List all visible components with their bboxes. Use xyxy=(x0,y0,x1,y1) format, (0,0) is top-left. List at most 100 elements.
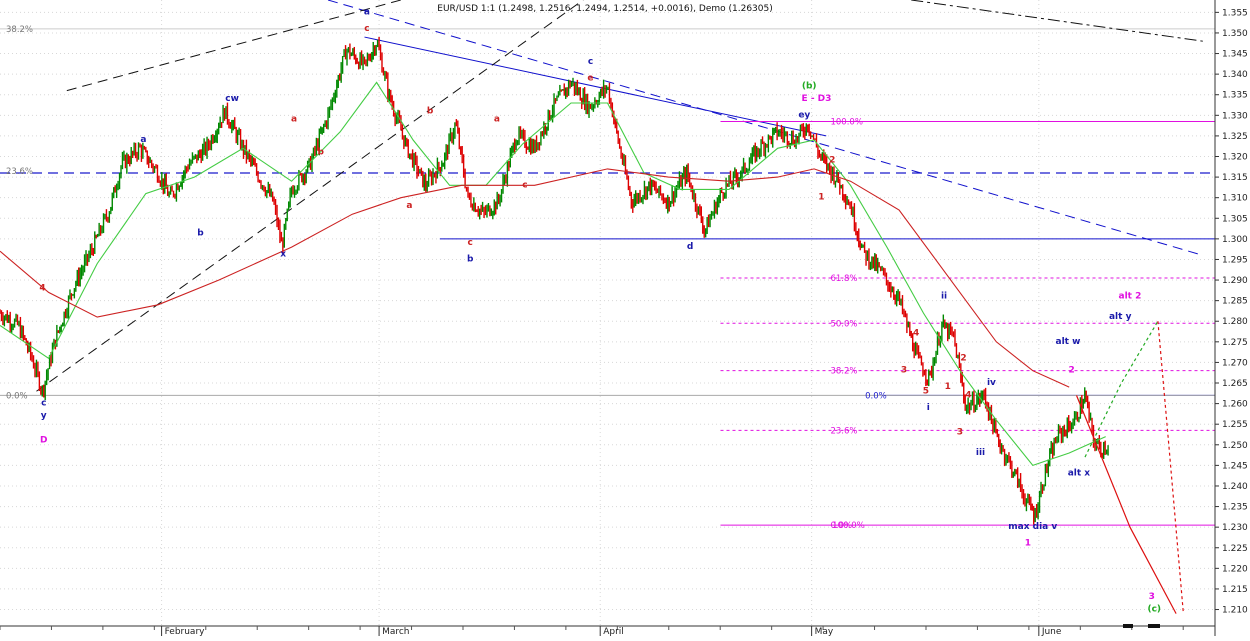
wave-label: 1 xyxy=(945,382,951,392)
trend-line xyxy=(327,0,1203,256)
fib-level-label: 0.0% xyxy=(830,521,852,531)
y-tick-label: 1.310 xyxy=(1222,194,1248,204)
wave-label: (b) xyxy=(802,82,817,92)
wave-label: c xyxy=(468,238,473,248)
wave-label: c xyxy=(41,399,46,409)
moving-averages xyxy=(0,81,1106,467)
scroll-marker xyxy=(1123,624,1133,628)
wave-label: ey xyxy=(798,110,810,120)
wave-label: i xyxy=(927,403,930,413)
y-tick-label: 1.300 xyxy=(1222,235,1248,245)
y-tick-label: 1.220 xyxy=(1222,564,1248,574)
wave-label: iii xyxy=(976,448,985,458)
wave-label: c xyxy=(364,24,369,34)
fib-extra-label: 0.0% xyxy=(865,391,887,401)
trend-line xyxy=(36,0,584,392)
wave-label: alt x xyxy=(1068,469,1091,479)
wave-label: 2 xyxy=(829,156,835,166)
wave-label: alt 2 xyxy=(1119,292,1142,302)
left-fib-label: 38.2% xyxy=(6,25,33,35)
wave-label: 1 xyxy=(1025,539,1031,549)
y-tick-label: 1.265 xyxy=(1222,379,1248,389)
fib-level-label: 50.0% xyxy=(830,319,857,329)
y-tick-label: 1.350 xyxy=(1222,29,1248,39)
wave-label: b xyxy=(197,229,204,239)
grid-layer xyxy=(0,0,1215,626)
annotation-labels: 100.0%61.8%50.0%38.2%23.6%0.0%38.2%23.6%… xyxy=(6,7,1161,614)
x-tick-label: April xyxy=(603,627,624,636)
fib-level-label: 38.2% xyxy=(830,367,857,377)
x-tick-label: March xyxy=(382,627,409,636)
left-fib-label: 0.0% xyxy=(6,391,28,401)
fib-extra-label: 100.0% xyxy=(832,521,864,531)
x-tick-label: February xyxy=(165,627,206,636)
fib-level-label: 100.0% xyxy=(830,117,862,127)
y-tick-label: 1.210 xyxy=(1222,606,1248,616)
left-fib-label: 23.6% xyxy=(6,167,33,177)
trend-line xyxy=(911,0,1203,42)
wave-label: d xyxy=(687,242,693,252)
wave-label: max dia v xyxy=(1008,522,1057,532)
y-tick-label: 1.285 xyxy=(1222,297,1248,307)
wave-label: e xyxy=(587,73,593,83)
wave-label: x xyxy=(280,250,286,260)
y-tick-label: 1.260 xyxy=(1222,400,1248,410)
wave-label: c xyxy=(522,180,527,190)
wave-label: 4 xyxy=(913,329,919,339)
y-tick-label: 1.290 xyxy=(1222,276,1248,286)
wave-label: 2 xyxy=(1068,366,1074,376)
y-tick-label: 1.280 xyxy=(1222,317,1248,327)
y-tick-label: 1.225 xyxy=(1222,544,1248,554)
y-tick-label: 1.295 xyxy=(1222,255,1248,265)
y-tick-label: 1.250 xyxy=(1222,441,1248,451)
x-tick-label: May xyxy=(815,627,834,636)
y-tick-label: 1.325 xyxy=(1222,132,1248,142)
wave-label: 1 xyxy=(818,193,824,203)
wave-label: a xyxy=(140,135,146,145)
projection-lines xyxy=(1075,320,1184,614)
y-tick-label: 1.355 xyxy=(1222,8,1248,18)
y-tick-label: 1.215 xyxy=(1222,585,1248,595)
y-tick-label: 1.275 xyxy=(1222,338,1248,348)
y-tick-label: 1.240 xyxy=(1222,482,1248,492)
chart-title: EUR/USD 1:1 (1.2498, 1.2516, 1.2494, 1.2… xyxy=(437,4,772,14)
fib-level-label: 23.6% xyxy=(830,426,857,436)
fib-level-label: 61.8% xyxy=(830,274,857,284)
lines-layer xyxy=(0,0,1215,526)
wave-label: y xyxy=(41,411,47,421)
scroll-marker xyxy=(1148,624,1160,628)
y-tick-label: 1.245 xyxy=(1222,461,1248,471)
y-tick-label: 1.340 xyxy=(1222,70,1248,80)
x-tick-label: June xyxy=(1041,627,1062,636)
y-tick-label: 1.230 xyxy=(1222,523,1248,533)
slow-moving-average xyxy=(0,168,1070,388)
wave-label: c xyxy=(588,57,593,67)
wave-label: ii xyxy=(941,292,947,302)
wave-label: 5 xyxy=(923,386,929,396)
projection-path xyxy=(1075,395,1177,614)
y-tick-label: 1.335 xyxy=(1222,91,1248,101)
y-tick-label: 1.270 xyxy=(1222,358,1248,368)
y-tick-label: 1.305 xyxy=(1222,214,1248,224)
y-tick-label: 1.255 xyxy=(1222,420,1248,430)
wave-label: 3 xyxy=(957,427,963,437)
wave-label: a xyxy=(364,7,370,17)
wave-label: b xyxy=(318,147,325,157)
y-tick-label: 1.345 xyxy=(1222,50,1248,60)
wave-label: a xyxy=(291,114,297,124)
y-tick-label: 1.235 xyxy=(1222,503,1248,513)
wave-label: 3 xyxy=(1149,592,1155,602)
price-bars xyxy=(0,36,1109,525)
y-tick-label: 1.330 xyxy=(1222,111,1248,121)
y-tick-label: 1.315 xyxy=(1222,173,1248,183)
wave-label: iv xyxy=(987,378,996,388)
wave-label: a xyxy=(406,201,412,211)
wave-label: cw xyxy=(225,94,239,104)
wave-label: alt y xyxy=(1109,312,1132,322)
wave-label: b xyxy=(427,106,434,116)
wave-label: (c) xyxy=(1147,605,1161,615)
